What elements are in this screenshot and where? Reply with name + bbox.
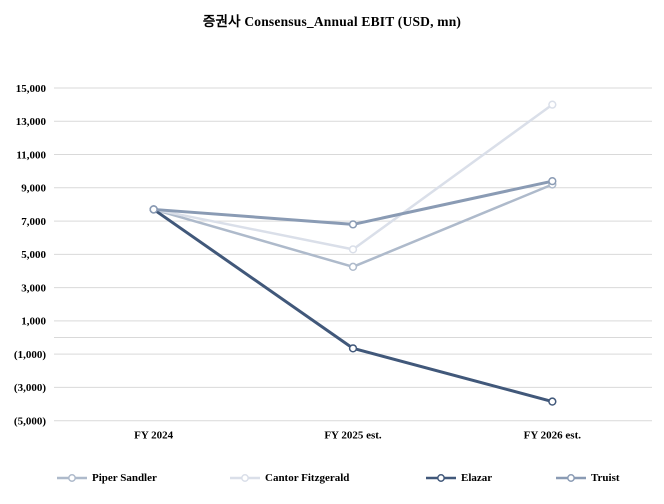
y-tick-label: 13,000 (16, 116, 47, 128)
legend-item-elazar: Elazar (426, 469, 492, 487)
legend-label: Truist (591, 472, 620, 484)
data-point-marker (548, 177, 557, 186)
legend-item-piper-sandler: Piper Sandler (57, 469, 157, 487)
y-tick-label: 9,000 (21, 183, 46, 195)
legend-line-marker-icon (230, 474, 260, 482)
legend-line-marker-icon (556, 474, 586, 482)
y-tick-label: (5,000) (14, 416, 46, 428)
legend-label: Cantor Fitzgerald (265, 472, 350, 484)
data-point-marker (548, 100, 557, 109)
y-tick-label: 15,000 (16, 83, 47, 95)
y-tick-label: 11,000 (16, 149, 46, 161)
legend-item-cantor-fitzgerald: Cantor Fitzgerald (230, 469, 349, 487)
y-tick-label: (1,000) (14, 349, 46, 361)
legend-line-marker-icon (57, 474, 87, 482)
data-point-marker (348, 220, 358, 229)
y-tick-label: 3,000 (21, 282, 46, 294)
data-point-marker (149, 205, 158, 214)
y-tick-label: (3,000) (14, 382, 46, 394)
data-point-marker (348, 245, 358, 254)
legend-label: Elazar (461, 472, 493, 484)
legend-item-truist: Truist (556, 469, 620, 487)
x-tick-label: FY 2026 est. (524, 430, 582, 442)
x-tick-label: FY 2025 est. (324, 430, 382, 442)
data-point-marker (348, 344, 358, 353)
chart-title: 증권사 Consensus_Annual EBIT (USD, mn) (202, 14, 462, 29)
series-line-elazar (152, 207, 554, 404)
y-tick-label: 1,000 (21, 316, 46, 328)
chart-legend: Piper Sandler Cantor Fitzgerald Elazar Trui… (0, 469, 664, 489)
data-point-marker (548, 397, 557, 406)
y-tick-label: 7,000 (21, 216, 46, 228)
legend-label: Piper Sandler (92, 472, 157, 484)
x-tick-label: FY 2024 (134, 430, 174, 442)
legend-line-marker-icon (426, 474, 456, 482)
y-tick-label: 5,000 (21, 249, 46, 261)
data-point-marker (348, 262, 358, 271)
